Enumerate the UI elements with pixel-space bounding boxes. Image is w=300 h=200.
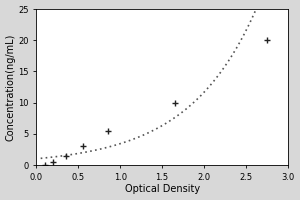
X-axis label: Optical Density: Optical Density: [124, 184, 200, 194]
Y-axis label: Concentration(ng/mL): Concentration(ng/mL): [6, 33, 16, 141]
